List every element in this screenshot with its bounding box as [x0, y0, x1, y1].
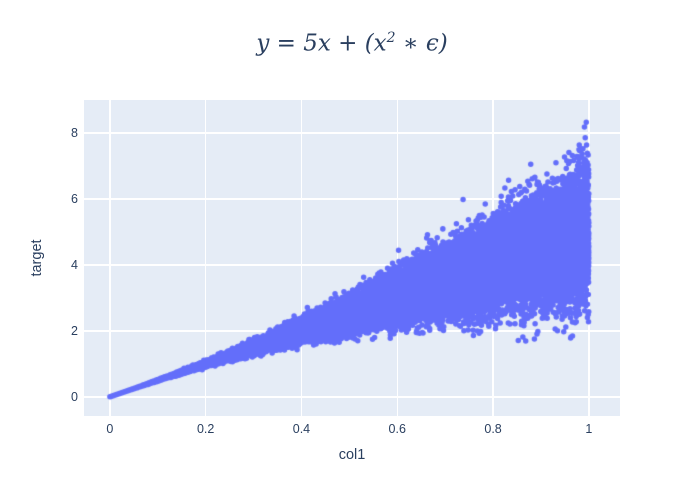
x-tick-label: 0.2: [196, 422, 215, 436]
scatter-canvas[interactable]: [84, 100, 620, 416]
x-axis-title: col1: [338, 447, 366, 463]
y-tick-label: 6: [71, 191, 78, 206]
x-tick-label: 0.8: [484, 422, 502, 436]
y-tick-label: 8: [71, 125, 78, 140]
y-tick-label: 0: [71, 389, 78, 404]
plot-area[interactable]: [84, 100, 620, 416]
chart-title-pre: y = 5x + (x: [256, 30, 387, 57]
y-tick-label: 4: [71, 257, 78, 272]
x-tick-label: 0: [106, 422, 114, 436]
x-tick-label: 1: [585, 422, 593, 436]
x-tick-label: 0.4: [292, 422, 311, 436]
y-tick-label: 2: [71, 323, 78, 338]
chart-title-post: ∗ ϵ): [395, 30, 448, 57]
chart-title-exponent: 2: [386, 30, 396, 46]
chart-title: y = 5x + (x2 ∗ ϵ): [256, 30, 447, 57]
x-tick-label: 0.6: [388, 422, 406, 436]
y-axis-title: target: [29, 239, 45, 277]
